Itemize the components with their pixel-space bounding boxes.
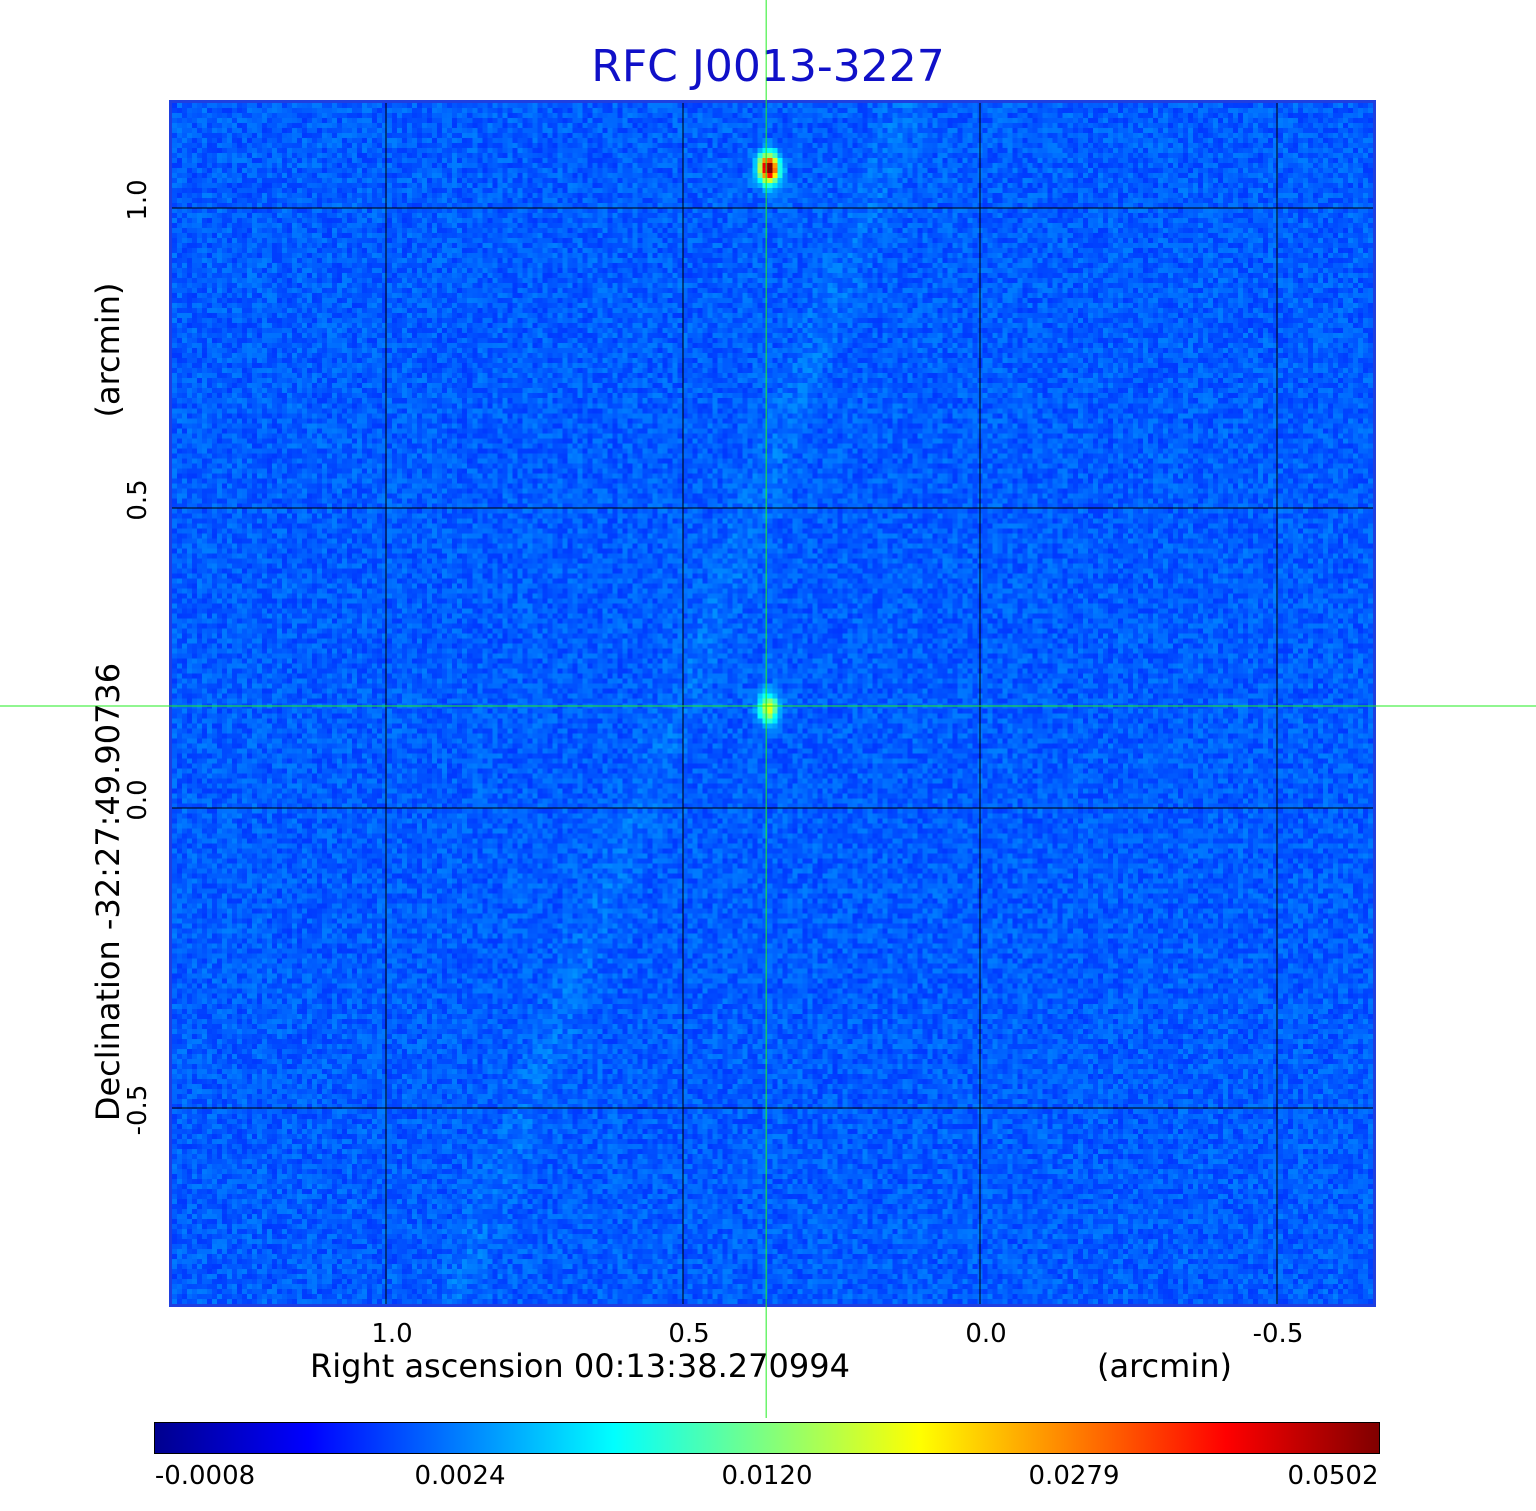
x-tick-label: 1.0 xyxy=(371,1319,413,1349)
x-tick-label: 0.5 xyxy=(668,1319,710,1349)
colorbar-tick-label: -0.0008 xyxy=(154,1461,256,1491)
crosshair xyxy=(0,0,1536,1418)
y-tick-label: 1.0 xyxy=(123,179,153,221)
x-axis-label: Right ascension 00:13:38.270994 xyxy=(310,1347,850,1385)
colorbar-tick-label: 0.0024 xyxy=(414,1461,506,1491)
y-axis-label: Declination -32:27:49.90736 xyxy=(89,662,127,1122)
colorbar-tick-label: 0.0502 xyxy=(1287,1461,1379,1491)
radio-image-map[interactable] xyxy=(172,103,1373,1304)
x-axis-unit: (arcmin) xyxy=(1097,1347,1232,1385)
y-axis-unit: (arcmin) xyxy=(89,282,127,418)
x-tick-label: 0.0 xyxy=(965,1319,1007,1349)
x-tick-label: -0.5 xyxy=(1252,1319,1304,1349)
coordinate-grid xyxy=(172,103,1373,1304)
colorbar-tick-label: 0.0279 xyxy=(1028,1461,1120,1491)
colorbar-tick-label: 0.0120 xyxy=(721,1461,813,1491)
plot-title: RFC J0013-3227 xyxy=(591,41,945,92)
image-frame xyxy=(169,100,1376,1307)
y-tick-label: 0.5 xyxy=(123,479,153,521)
colorbar xyxy=(154,1422,1380,1454)
